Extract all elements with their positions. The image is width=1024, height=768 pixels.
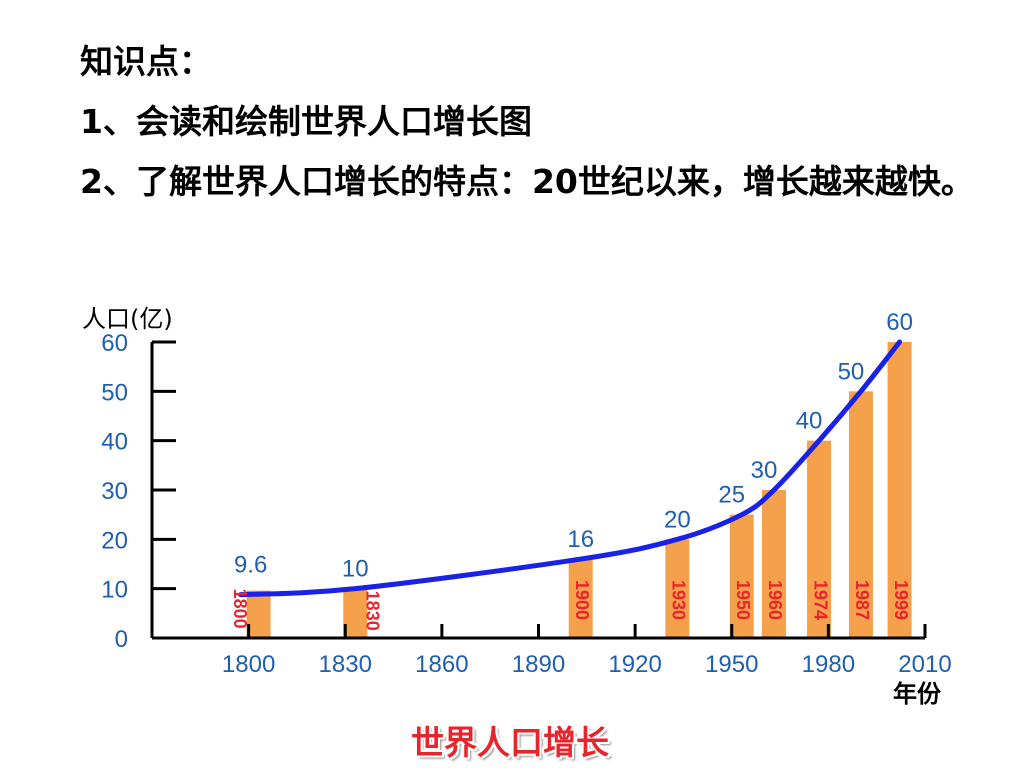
year-label-1950: 1950	[733, 580, 753, 620]
value-label-1900: 16	[567, 526, 594, 553]
value-label-1930: 20	[664, 506, 691, 533]
x-tick-label-1920: 1920	[608, 651, 661, 678]
bars-layer	[246, 342, 912, 638]
value-label-1974: 40	[796, 408, 823, 435]
labels-layer: 0 10 20 30 40 50 60 1800 1830 1860 1890 1920 1950 198…	[82, 305, 952, 708]
y-tick-label-0: 0	[115, 626, 128, 653]
year-label-1974: 1974	[810, 580, 830, 620]
year-label-1900: 1900	[572, 580, 592, 620]
bar-1960	[761, 490, 786, 638]
bar-1800	[246, 590, 271, 638]
value-label-1987: 50	[838, 358, 865, 385]
knowledge-points: 知识点： 1、会读和绘制世界人口增长图 2、了解世界人口增长的特点：20世纪以来…	[80, 40, 990, 204]
y-axis-title: 人口(亿)	[82, 305, 173, 333]
year-label-1930: 1930	[669, 580, 689, 620]
x-tick-label-1860: 1860	[415, 651, 468, 678]
x-tick-label-2010: 2010	[898, 651, 951, 678]
trend-line	[238, 339, 903, 598]
x-tick-label-1800: 1800	[222, 651, 275, 678]
year-label-1987: 1987	[852, 580, 872, 620]
bar-1900	[568, 559, 593, 638]
axes-layer	[150, 340, 927, 640]
bar-1930	[665, 539, 690, 638]
value-label-1800: 9.6	[234, 552, 267, 579]
year-label-1960: 1960	[765, 580, 785, 620]
bar-1999	[887, 342, 912, 638]
knowledge-point-2: 2、了解世界人口增长的特点：20世纪以来，增长越来越快。	[80, 162, 974, 201]
trend-layer	[238, 339, 903, 598]
x-tick-label-1980: 1980	[802, 651, 855, 678]
value-label-1960: 30	[751, 457, 778, 484]
y-tick-label-50: 50	[101, 379, 128, 406]
year-label-1999: 1999	[891, 580, 911, 620]
knowledge-heading: 知识点：	[80, 42, 212, 81]
x-tick-label-1830: 1830	[319, 651, 372, 678]
bar-1987	[848, 391, 873, 638]
value-label-1950: 25	[718, 482, 745, 509]
year-label-1800: 1800	[230, 589, 250, 629]
bar-1950	[729, 514, 754, 638]
x-tick-label-1890: 1890	[512, 651, 565, 678]
chart-caption: 世界人口增长	[411, 723, 609, 762]
y-tick-label-40: 40	[101, 429, 128, 456]
value-label-1999: 60	[886, 309, 913, 336]
bar-1974	[807, 440, 832, 638]
x-tick-label-1950: 1950	[705, 651, 758, 678]
y-tick-label-30: 30	[101, 478, 128, 505]
x-axis-title: 年份	[893, 680, 942, 708]
bar-1830	[343, 588, 368, 638]
knowledge-point-1: 1、会读和绘制世界人口增长图	[80, 102, 532, 141]
year-label-1830: 1830	[363, 591, 383, 631]
value-label-1830: 10	[342, 556, 369, 583]
y-tick-label-10: 10	[101, 577, 128, 604]
y-tick-label-60: 60	[101, 330, 128, 357]
y-tick-label-20: 20	[101, 527, 128, 554]
